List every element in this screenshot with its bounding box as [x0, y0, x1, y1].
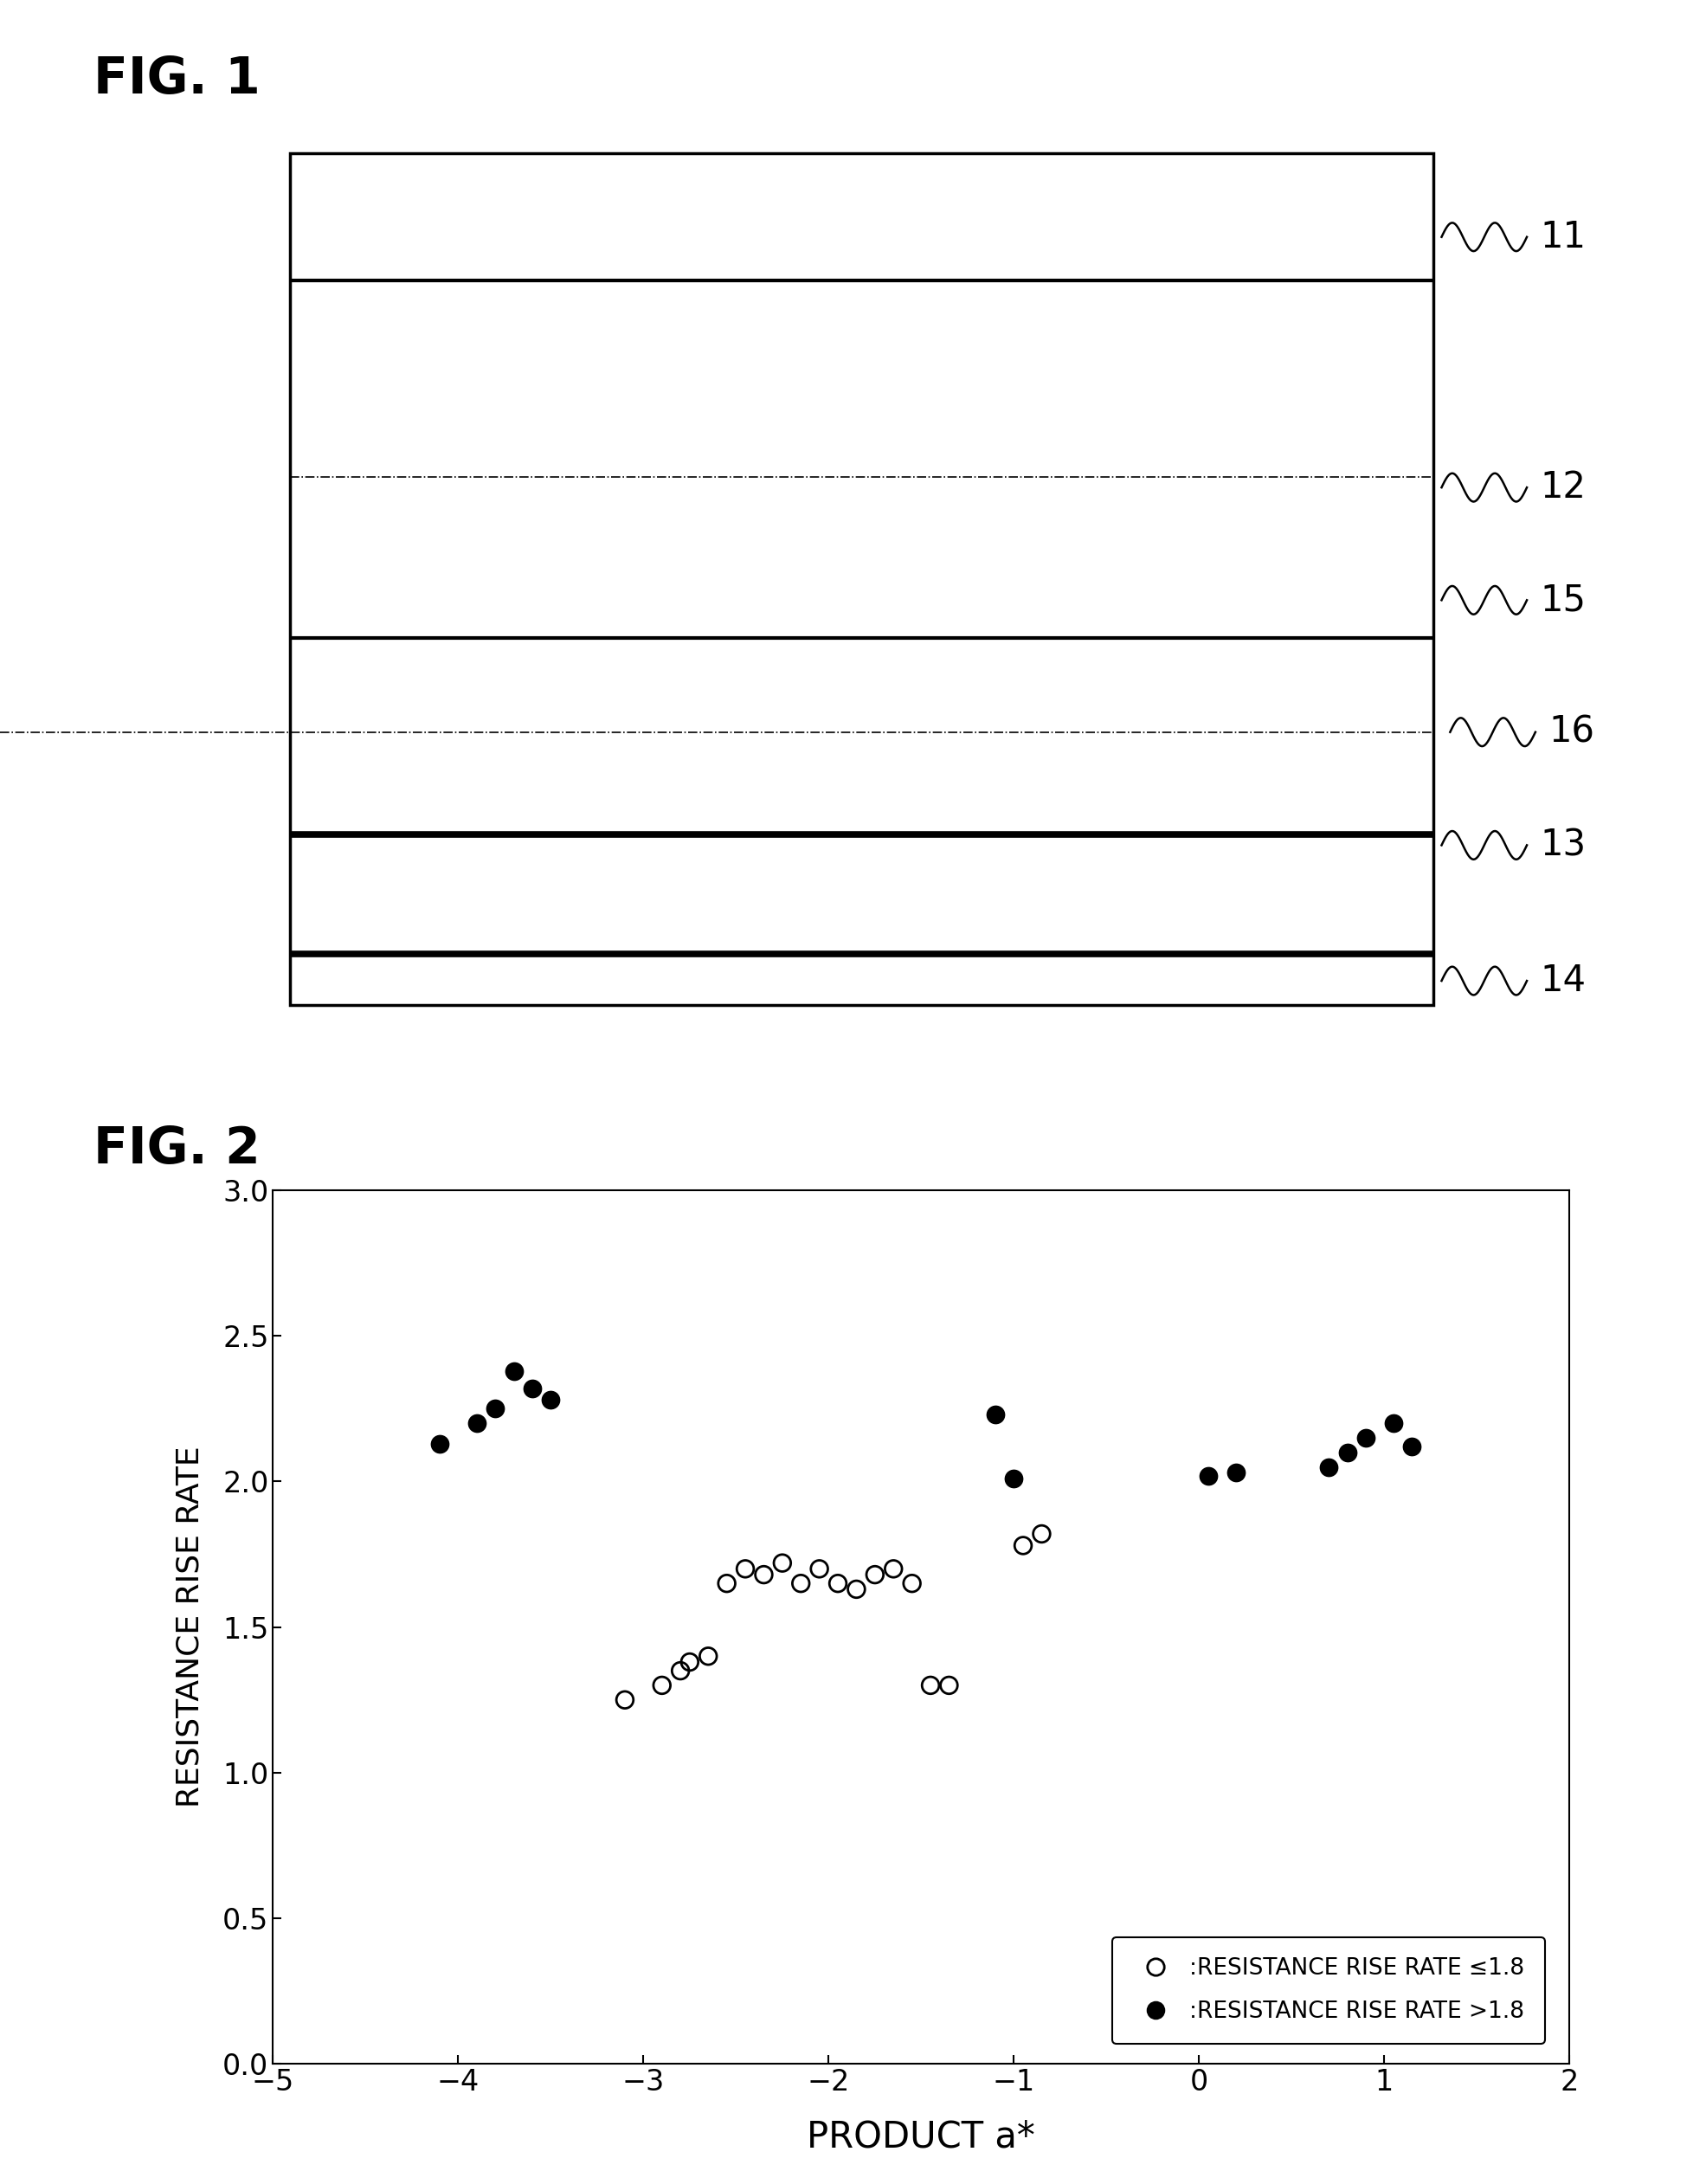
Point	[843, 1572, 870, 1607]
Point	[981, 1398, 1008, 1433]
Point	[519, 1372, 546, 1406]
Text: 12: 12	[1541, 470, 1587, 507]
Text: 11: 11	[1541, 218, 1587, 256]
Point	[481, 1391, 508, 1426]
Point	[824, 1566, 851, 1601]
Point	[862, 1557, 889, 1592]
Text: FIG. 1: FIG. 1	[94, 55, 261, 105]
Text: 16: 16	[1549, 714, 1595, 751]
Point	[732, 1551, 759, 1586]
Point	[769, 1546, 797, 1581]
Point	[1315, 1450, 1343, 1485]
Bar	[290, 153, 1433, 1005]
Point	[1380, 1406, 1407, 1441]
Point	[500, 1354, 527, 1389]
Point	[537, 1382, 565, 1417]
Point	[667, 1653, 694, 1688]
Point	[805, 1551, 833, 1586]
Point	[713, 1566, 740, 1601]
Point	[1194, 1459, 1221, 1494]
Point	[1000, 1461, 1027, 1496]
Y-axis label: RESISTANCE RISE RATE: RESISTANCE RISE RATE	[176, 1446, 205, 1808]
Point	[899, 1566, 926, 1601]
Point	[694, 1638, 722, 1673]
Point	[786, 1566, 814, 1601]
Text: 15: 15	[1541, 581, 1587, 618]
Point	[1010, 1529, 1037, 1564]
Text: 13: 13	[1541, 828, 1587, 863]
Point	[1353, 1420, 1380, 1455]
Point	[462, 1406, 490, 1441]
Point	[751, 1557, 778, 1592]
Point	[426, 1426, 454, 1461]
Point	[648, 1669, 676, 1704]
Legend: :RESISTANCE RISE RATE ≤1.8, :RESISTANCE RISE RATE >1.8: :RESISTANCE RISE RATE ≤1.8, :RESISTANCE …	[1112, 1937, 1546, 2044]
X-axis label: PRODUCT a*: PRODUCT a*	[807, 2118, 1036, 2156]
Point	[1223, 1455, 1250, 1489]
Point	[1029, 1516, 1056, 1551]
Point	[1334, 1435, 1361, 1470]
Text: FIG. 2: FIG. 2	[94, 1125, 261, 1175]
Point	[1399, 1428, 1426, 1463]
Point	[935, 1669, 962, 1704]
Point	[880, 1551, 908, 1586]
Point	[676, 1645, 703, 1679]
Point	[916, 1669, 943, 1704]
Text: 14: 14	[1541, 963, 1587, 998]
Point	[611, 1682, 638, 1717]
